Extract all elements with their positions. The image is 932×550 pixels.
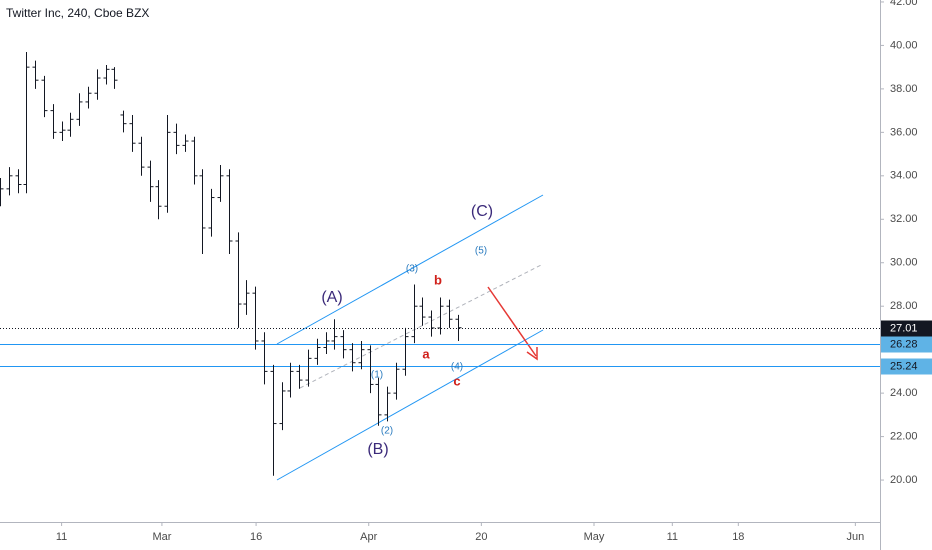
annotation: (B) [367,441,388,458]
y-tick-label: 42.00 [890,0,918,8]
x-tick-label: 11 [56,531,67,543]
annotation: (1) [371,370,383,381]
annotation: b [434,272,442,287]
annotation: (C) [471,203,493,220]
chart-title: Twitter Inc, 240, Cboe BZX [6,6,149,20]
annotation: a [422,346,430,361]
y-tick-label: 36.00 [890,126,918,138]
channel-lower [276,329,544,481]
channel-upper [276,194,544,345]
price-label: 26.28 [890,338,918,350]
arrow-head [526,347,538,361]
annotation: (4) [451,362,463,373]
y-tick-label: 38.00 [890,83,918,95]
price-label-box [881,358,932,375]
y-tick-label: 32.00 [890,213,918,225]
price-label: 25.24 [890,360,918,372]
annotation: (3) [406,264,418,275]
y-tick-label: 24.00 [890,387,918,399]
drawings [276,194,544,481]
x-tick-label: 11 [667,531,678,543]
y-tick-label: 30.00 [890,257,918,269]
price-label-box [881,336,932,353]
channel-mid [299,263,544,389]
price-label: 27.01 [890,322,918,334]
y-tick-label: 28.00 [890,300,918,312]
y-tick-label: 40.00 [890,39,918,51]
y-tick-label: 34.00 [890,170,918,182]
y-tick-label: 22.00 [890,430,918,442]
x-tick-label: 20 [475,531,487,543]
x-tick-label: May [584,531,605,543]
y-tick-label: 20.00 [890,474,918,486]
annotation: c [453,373,460,388]
x-tick-label: Mar [152,531,171,543]
x-tick-label: 18 [732,531,744,543]
annotation: (2) [381,426,393,437]
x-tick-label: Jun [846,531,864,543]
x-tick-label: Apr [360,531,377,543]
annotation: (A) [321,289,342,306]
annotation: (5) [475,246,487,257]
ohlc-series [0,51,462,476]
price-label-box [881,320,932,337]
x-tick-label: 16 [250,531,262,543]
